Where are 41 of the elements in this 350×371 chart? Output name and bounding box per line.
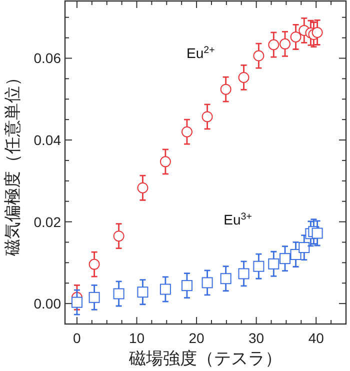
point: [298, 242, 310, 254]
series-label: Eu$^{2+}$: [186, 44, 216, 61]
point: [253, 50, 264, 62]
x-tick-label: 20: [188, 330, 205, 346]
point: [312, 26, 323, 38]
point: [137, 182, 148, 194]
y-tick-label: 0.02: [34, 214, 62, 230]
x-tick-label: 40: [308, 330, 324, 346]
point: [71, 296, 82, 308]
text: Eu$^{3+}$: [224, 210, 252, 228]
point: [137, 286, 148, 298]
point: [280, 253, 291, 264]
point: [160, 156, 171, 168]
point: [220, 273, 232, 284]
point: [202, 111, 213, 122]
x-axis-title: 磁場強度（テスラ）: [128, 349, 282, 368]
point: [113, 230, 124, 242]
point: [290, 31, 302, 42]
x-tick-label: 30: [248, 330, 264, 346]
point: [238, 72, 250, 83]
point: [181, 126, 192, 138]
point: [160, 284, 171, 295]
point: [202, 277, 213, 288]
point: [280, 38, 291, 50]
y-axis-title: 磁気偏極度（任意単位）: [3, 69, 22, 257]
point: [238, 268, 250, 280]
y-tick-label: 0.06: [34, 50, 62, 66]
y-tick-label: 0.00: [34, 296, 62, 312]
x-tick-label: 0: [73, 330, 82, 346]
point: [220, 84, 232, 95]
point: [312, 228, 323, 239]
y-tick-label: 0.04: [34, 132, 62, 148]
point: [113, 288, 124, 300]
x-tick-label: 10: [128, 330, 145, 346]
point: [88, 292, 100, 303]
point: [290, 248, 302, 260]
point: [268, 39, 280, 50]
point: [181, 280, 192, 292]
point: [253, 260, 264, 272]
point: [268, 258, 280, 270]
point: [88, 258, 100, 270]
